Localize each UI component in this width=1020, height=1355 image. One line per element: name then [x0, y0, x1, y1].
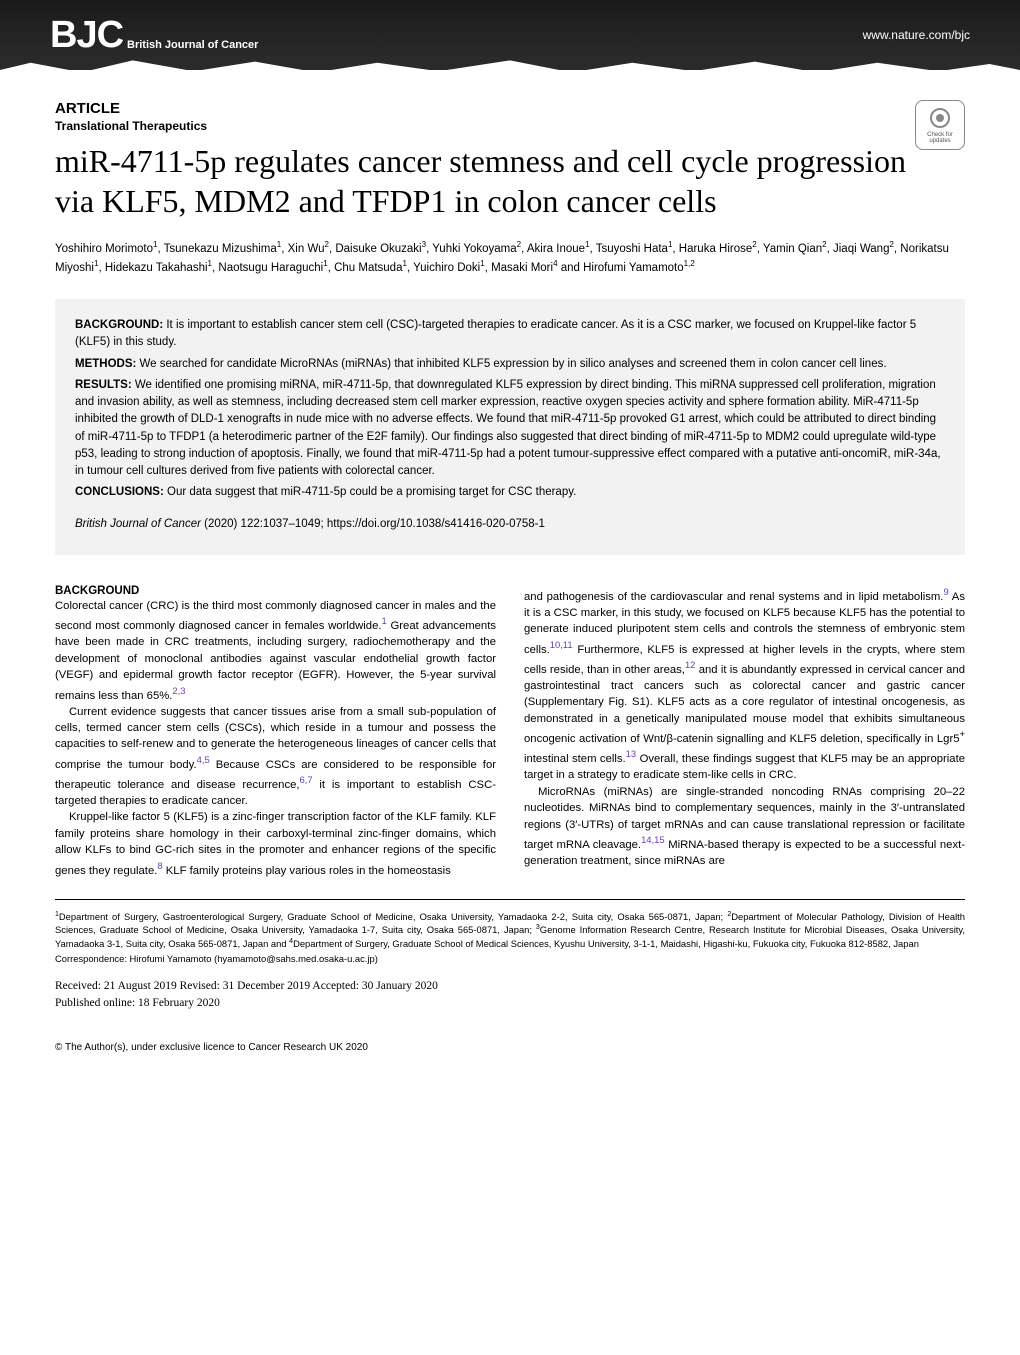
- publication-dates: Received: 21 August 2019 Revised: 31 Dec…: [55, 978, 965, 1013]
- check-updates-badge[interactable]: Check for updates: [915, 100, 965, 150]
- abstract-methods: METHODS: We searched for candidate Micro…: [75, 356, 945, 373]
- logo-subtitle: British Journal of Cancer: [127, 39, 258, 51]
- body-p4: and pathogenesis of the cardiovascular a…: [524, 585, 965, 784]
- body-p3: Kruppel-like factor 5 (KLF5) is a zinc-f…: [55, 809, 496, 878]
- ref-link[interactable]: 12: [685, 659, 695, 670]
- abstract-citation: British Journal of Cancer (2020) 122:103…: [75, 516, 945, 533]
- body-p5: MicroRNAs (miRNAs) are single-stranded n…: [524, 784, 965, 870]
- abstract-background: BACKGROUND: It is important to establish…: [75, 317, 945, 352]
- correspondence: Correspondence: Hirofumi Yamamoto (hyama…: [55, 953, 965, 964]
- ref-link[interactable]: 2,3: [172, 685, 185, 696]
- article-title: miR-4711-5p regulates cancer stemness an…: [55, 141, 965, 221]
- left-column: BACKGROUND Colorectal cancer (CRC) is th…: [55, 585, 496, 879]
- check-updates-icon: [928, 106, 952, 130]
- divider: [55, 899, 965, 900]
- header-band: BJC British Journal of Cancer www.nature…: [0, 0, 1020, 70]
- logo-text: BJC: [50, 14, 123, 57]
- check-updates-text: Check for updates: [916, 132, 964, 144]
- ref-link[interactable]: 10,11: [550, 639, 573, 650]
- ref-link[interactable]: 14,15: [641, 834, 665, 845]
- section-heading-background: BACKGROUND: [55, 585, 496, 597]
- body-p2: Current evidence suggests that cancer ti…: [55, 704, 496, 810]
- body-p1: Colorectal cancer (CRC) is the third mos…: [55, 598, 496, 704]
- ref-link[interactable]: 13: [626, 748, 636, 759]
- article-type: ARTICLE: [55, 100, 965, 117]
- abstract-conclusions: CONCLUSIONS: Our data suggest that miR-4…: [75, 484, 945, 501]
- article-subtype: Translational Therapeutics: [55, 119, 965, 133]
- journal-logo: BJC British Journal of Cancer: [50, 14, 258, 57]
- right-column: and pathogenesis of the cardiovascular a…: [524, 585, 965, 879]
- dates-line2: Published online: 18 February 2020: [55, 995, 965, 1012]
- page-content: Check for updates ARTICLE Translational …: [0, 70, 1020, 1073]
- abstract-box: BACKGROUND: It is important to establish…: [55, 299, 965, 555]
- ref-link[interactable]: 4,5: [197, 754, 210, 765]
- affiliations: 1Department of Surgery, Gastroenterologi…: [55, 910, 965, 951]
- copyright: © The Author(s), under exclusive licence…: [55, 1042, 965, 1053]
- dates-line1: Received: 21 August 2019 Revised: 31 Dec…: [55, 978, 965, 995]
- ref-link[interactable]: 6,7: [300, 774, 313, 785]
- body-columns: BACKGROUND Colorectal cancer (CRC) is th…: [55, 585, 965, 879]
- authors-list: Yoshihiro Morimoto1, Tsunekazu Mizushima…: [55, 239, 965, 277]
- nature-link[interactable]: www.nature.com/bjc: [863, 28, 970, 42]
- abstract-results: RESULTS: We identified one promising miR…: [75, 377, 945, 481]
